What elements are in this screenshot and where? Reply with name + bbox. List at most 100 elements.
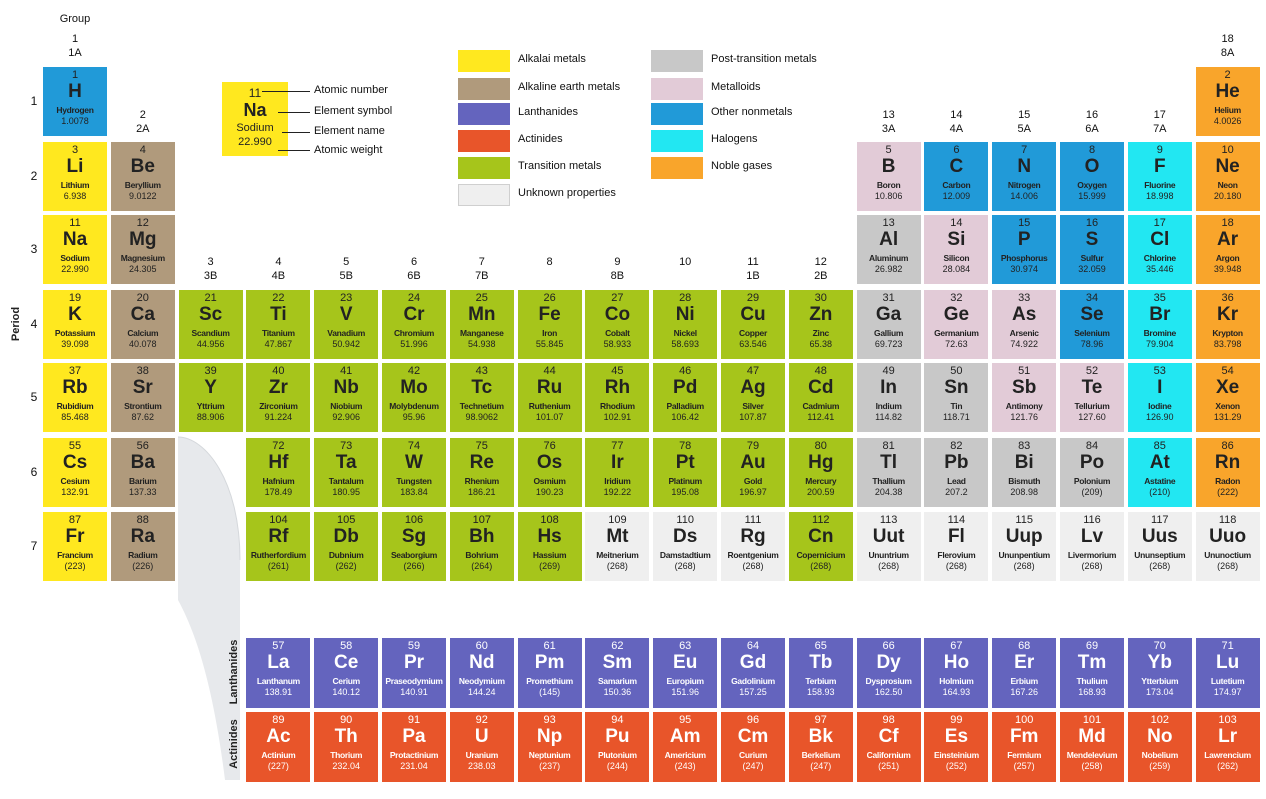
element-fl: 114 Fl Flerovium (268): [923, 511, 990, 582]
group-label-16: 16 6A: [1059, 108, 1125, 136]
element-symbol: Np: [536, 726, 563, 747]
atomic-weight: (223): [64, 561, 86, 571]
group-label-14: 14 4A: [923, 108, 989, 136]
key-line-name: [282, 132, 310, 133]
element-au: 79 Au Gold 196.97: [720, 437, 786, 508]
atomic-number: 1: [71, 69, 79, 81]
element-he: 2 He Helium 4.0026: [1194, 66, 1261, 137]
group-label-5: 5 5B: [313, 255, 379, 283]
atomic-number: 117: [1151, 514, 1169, 526]
key-weight: 22.990: [238, 136, 272, 148]
atomic-number: 110: [676, 514, 694, 526]
group-number: 11: [747, 256, 759, 268]
atomic-weight: 137.33: [129, 487, 157, 497]
element-symbol: Cs: [62, 452, 88, 473]
element-br: 35 Br Bromine 79.904: [1126, 289, 1193, 360]
atomic-weight: 95.96: [402, 412, 426, 422]
atomic-weight: 72.63: [945, 339, 968, 349]
element-zn: 30 Zn Zinc 65.38: [787, 289, 854, 360]
group-number: 6: [410, 256, 418, 268]
element-np: 93 Np Neptunium (237): [516, 711, 583, 783]
element-name: Iodine: [1148, 401, 1172, 411]
element-symbol: Mo: [400, 377, 428, 398]
element-sn: 50 Sn Tin 118.71: [923, 362, 990, 433]
atomic-number: 18: [1221, 217, 1234, 229]
atomic-weight: (257): [1013, 761, 1035, 771]
element-name: Platinum: [668, 476, 702, 486]
atomic-weight: 50.942: [332, 339, 360, 349]
atomic-number: 12: [136, 217, 149, 229]
key-line-number: [262, 91, 310, 92]
element-ne: 10 Ne Neon 20.180: [1194, 141, 1261, 212]
element-ga: 31 Ga Gallium 69.723: [855, 289, 922, 360]
atomic-weight: (244): [606, 761, 628, 771]
atomic-weight: (268): [1013, 561, 1035, 571]
element-name: Cerium: [332, 676, 360, 686]
atomic-number: 6: [953, 144, 960, 156]
element-name: Astatine: [1144, 476, 1176, 486]
group-label-7: 7 7B: [449, 255, 515, 283]
element-es: 99 Es Einsteinium (252): [923, 711, 990, 783]
element-symbol: Te: [1081, 377, 1103, 398]
legend-label: Alkalai metals: [518, 53, 586, 65]
period-label-7: 7: [30, 539, 38, 553]
group-label-2: 2 2A: [110, 108, 176, 136]
atomic-weight: 174.97: [1213, 687, 1242, 697]
element-name: Carbon: [942, 180, 971, 190]
element-name: Gadolinium: [731, 676, 775, 686]
element-symbol: Cu: [740, 304, 766, 325]
group-number: 1: [71, 33, 79, 45]
element-name: Yttrium: [196, 401, 225, 411]
element-w: 74 W Tungsten 183.84: [381, 437, 447, 508]
element-symbol: Rb: [62, 377, 88, 398]
element-name: Technetium: [459, 401, 504, 411]
atomic-number: 40: [272, 365, 285, 377]
element-name: Scandium: [191, 328, 230, 338]
atomic-number: 51: [1018, 365, 1031, 377]
element-symbol: Fe: [538, 304, 561, 325]
atomic-weight: 55.845: [535, 339, 564, 349]
element-la: 57 La Lanthanum 138.91: [245, 637, 312, 709]
group-subname: 6A: [1085, 123, 1099, 135]
element-symbol: B: [881, 156, 896, 177]
key-label-number: Atomic number: [314, 84, 388, 96]
atomic-weight: (268): [1081, 561, 1103, 571]
atomic-number: 108: [540, 514, 559, 526]
element-symbol: Ge: [943, 304, 970, 325]
element-name: Indium: [875, 401, 902, 411]
element-symbol: Ba: [130, 452, 155, 473]
element-symbol: He: [1215, 81, 1240, 102]
atomic-weight: 106.42: [671, 412, 699, 422]
element-name: Calcium: [127, 328, 159, 338]
group-number: 18: [1221, 33, 1234, 45]
element-uus: 117 Uus Ununseptium (268): [1126, 511, 1193, 582]
element-symbol: Pt: [675, 452, 695, 473]
atomic-number: 65: [814, 640, 827, 652]
atomic-number: 56: [136, 440, 149, 452]
group-subname: 8A: [1220, 47, 1235, 59]
element-name: Germanium: [934, 328, 979, 338]
element-cs: 55 Cs Cesium 132.91: [42, 437, 108, 508]
atomic-weight: 30.974: [1010, 264, 1038, 274]
period-label-3: 3: [30, 242, 38, 256]
element-symbol: Cr: [403, 304, 425, 325]
legend-label: Actinides: [518, 133, 563, 145]
atomic-weight: 39.948: [1213, 264, 1242, 274]
atomic-number: 32: [950, 292, 963, 304]
atomic-number: 24: [407, 292, 421, 304]
element-symbol: Na: [62, 229, 88, 250]
element-symbol: Kr: [1217, 304, 1239, 325]
element-name: Damstadtium: [659, 550, 711, 560]
atomic-weight: 15.999: [1078, 191, 1106, 201]
atomic-number: 112: [812, 514, 830, 526]
atomic-number: 107: [472, 514, 491, 526]
element-name: Europium: [666, 676, 705, 686]
group-label-10: 10: [652, 255, 718, 269]
element-hf: 72 Hf Hafnium 178.49: [245, 437, 312, 508]
element-pd: 46 Pd Palladium 106.42: [652, 362, 719, 433]
atomic-number: 75: [475, 440, 488, 452]
atomic-weight: 121.76: [1010, 412, 1038, 422]
element-symbol: C: [949, 156, 964, 177]
atomic-weight: 127.60: [1078, 412, 1106, 422]
